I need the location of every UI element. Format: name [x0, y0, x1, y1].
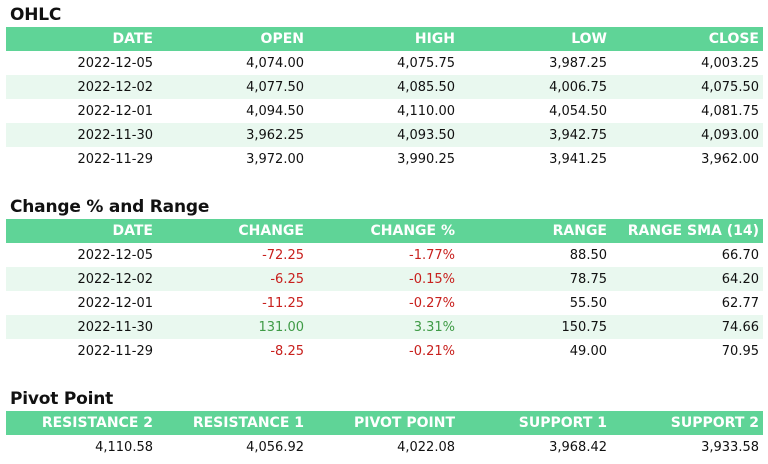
resistance-2-cell: 4,110.58	[95, 439, 153, 455]
ohlc-header-row: DATE OPEN HIGH LOW CLOSE	[6, 27, 763, 51]
ohlc-high-cell: 4,110.00	[397, 103, 455, 119]
ohlc-open-cell: 4,077.50	[157, 75, 308, 99]
change-range-table: DATE CHANGE CHANGE % RANGE RANGE SMA (14…	[6, 219, 763, 363]
ohlc-table: DATE OPEN HIGH LOW CLOSE 2022-12-05 4,07…	[6, 27, 763, 171]
ohlc-open-cell: 3,972.00	[246, 151, 304, 167]
range-sma-cell: 74.66	[611, 315, 763, 339]
pivot-col-resistance-1: RESISTANCE 1	[157, 411, 308, 435]
pivot-col-resistance-2: RESISTANCE 2	[6, 411, 157, 435]
ohlc-date-cell: 2022-12-05	[77, 55, 153, 71]
change-date-cell: 2022-12-02	[6, 267, 157, 291]
change-date-cell: 2022-11-30	[6, 315, 157, 339]
ohlc-high-cell: 4,093.50	[308, 123, 459, 147]
table-row: 2022-11-29 3,972.00 3,990.25 3,941.25 3,…	[6, 147, 763, 171]
table-row: 2022-12-05 -72.25 -1.77% 88.50 66.70	[6, 243, 763, 267]
pivot-col-support-2: SUPPORT 2	[611, 411, 763, 435]
pivot-point-title: Pivot Point	[10, 389, 114, 409]
range-cell: 150.75	[459, 315, 611, 339]
ohlc-date-cell: 2022-12-02	[6, 75, 157, 99]
change-value-cell: 131.00	[157, 315, 308, 339]
ohlc-col-date: DATE	[6, 27, 157, 51]
ohlc-low-cell: 4,006.75	[459, 75, 611, 99]
support-2-cell: 3,933.58	[701, 439, 759, 455]
ohlc-col-low: LOW	[459, 27, 611, 51]
range-sma-cell: 70.95	[721, 343, 759, 359]
table-row: 2022-11-30 3,962.25 4,093.50 3,942.75 4,…	[6, 123, 763, 147]
ohlc-close-cell: 3,962.00	[701, 151, 759, 167]
change-value-cell: -6.25	[157, 267, 308, 291]
change-value-cell: -8.25	[270, 343, 304, 359]
range-sma-cell: 64.20	[611, 267, 763, 291]
ohlc-close-cell: 4,093.00	[611, 123, 763, 147]
ohlc-col-close: CLOSE	[611, 27, 763, 51]
table-row: 2022-12-01 -11.25 -0.27% 55.50 62.77	[6, 291, 763, 315]
change-pct-cell: 3.31%	[308, 315, 459, 339]
pivot-header-row: RESISTANCE 2 RESISTANCE 1 PIVOT POINT SU…	[6, 411, 763, 435]
support-1-cell: 3,968.42	[549, 439, 607, 455]
change-value-cell: -72.25	[262, 247, 304, 263]
table-row: 2022-11-29 -8.25 -0.21% 49.00 70.95	[6, 339, 763, 363]
ohlc-open-cell: 3,962.25	[157, 123, 308, 147]
pivot-point-cell: 4,022.08	[397, 439, 455, 455]
table-row: 2022-12-02 -6.25 -0.15% 78.75 64.20	[6, 267, 763, 291]
change-col-range-sma: RANGE SMA (14)	[611, 219, 763, 243]
range-cell: 49.00	[569, 343, 607, 359]
ohlc-high-cell: 4,085.50	[308, 75, 459, 99]
change-col-range: RANGE	[459, 219, 611, 243]
change-date-cell: 2022-12-01	[77, 295, 153, 311]
ohlc-low-cell: 3,942.75	[459, 123, 611, 147]
table-row: 2022-12-01 4,094.50 4,110.00 4,054.50 4,…	[6, 99, 763, 123]
ohlc-date-cell: 2022-11-30	[6, 123, 157, 147]
ohlc-close-cell: 4,081.75	[701, 103, 759, 119]
ohlc-title: OHLC	[10, 5, 62, 25]
range-cell: 55.50	[569, 295, 607, 311]
ohlc-low-cell: 4,054.50	[549, 103, 607, 119]
change-col-date: DATE	[6, 219, 157, 243]
table-row: 2022-12-02 4,077.50 4,085.50 4,006.75 4,…	[6, 75, 763, 99]
pivot-col-pivot-point: PIVOT POINT	[308, 411, 459, 435]
table-row: 2022-11-30 131.00 3.31% 150.75 74.66	[6, 315, 763, 339]
pivot-point-table: RESISTANCE 2 RESISTANCE 1 PIVOT POINT SU…	[6, 411, 763, 459]
range-sma-cell: 62.77	[721, 295, 759, 311]
ohlc-col-high: HIGH	[308, 27, 459, 51]
ohlc-high-cell: 3,990.25	[397, 151, 455, 167]
ohlc-open-cell: 4,074.00	[246, 55, 304, 71]
range-sma-cell: 66.70	[721, 247, 759, 263]
table-row: 4,110.58 4,056.92 4,022.08 3,968.42 3,93…	[6, 435, 763, 459]
ohlc-close-cell: 4,075.50	[611, 75, 763, 99]
change-col-change: CHANGE	[157, 219, 308, 243]
pivot-col-support-1: SUPPORT 1	[459, 411, 611, 435]
table-row: 2022-12-05 4,074.00 4,075.75 3,987.25 4,…	[6, 51, 763, 75]
change-pct-cell: -0.21%	[409, 343, 455, 359]
range-cell: 78.75	[459, 267, 611, 291]
range-cell: 88.50	[569, 247, 607, 263]
ohlc-col-open: OPEN	[157, 27, 308, 51]
resistance-1-cell: 4,056.92	[246, 439, 304, 455]
ohlc-high-cell: 4,075.75	[397, 55, 455, 71]
ohlc-date-cell: 2022-12-01	[77, 103, 153, 119]
change-pct-cell: -0.15%	[308, 267, 459, 291]
change-header-row: DATE CHANGE CHANGE % RANGE RANGE SMA (14…	[6, 219, 763, 243]
change-pct-cell: -0.27%	[409, 295, 455, 311]
change-pct-cell: -1.77%	[409, 247, 455, 263]
change-range-title: Change % and Range	[10, 197, 210, 217]
ohlc-low-cell: 3,941.25	[549, 151, 607, 167]
change-date-cell: 2022-12-05	[77, 247, 153, 263]
ohlc-low-cell: 3,987.25	[549, 55, 607, 71]
ohlc-open-cell: 4,094.50	[246, 103, 304, 119]
change-col-change-pct: CHANGE %	[308, 219, 459, 243]
ohlc-close-cell: 4,003.25	[701, 55, 759, 71]
change-date-cell: 2022-11-29	[77, 343, 153, 359]
change-value-cell: -11.25	[262, 295, 304, 311]
ohlc-date-cell: 2022-11-29	[77, 151, 153, 167]
